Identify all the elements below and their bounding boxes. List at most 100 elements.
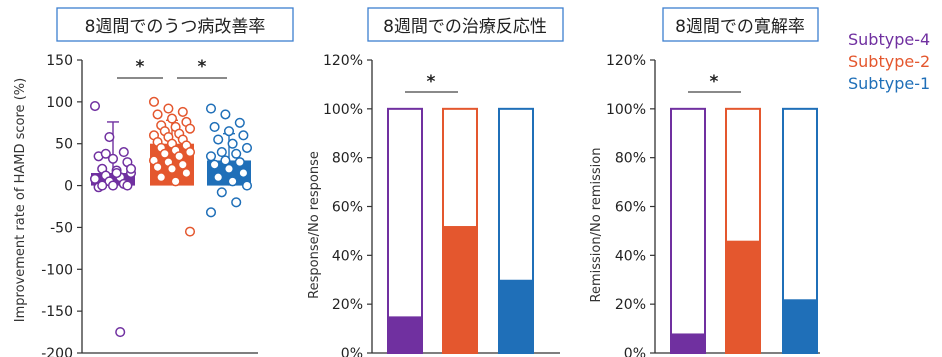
data-point [213,134,224,145]
data-point [231,197,242,208]
data-point [181,167,192,179]
data-point [97,180,108,191]
data-point [238,167,249,179]
y-tick-label: 120% [606,53,646,69]
y-tick-label: 60% [332,200,363,216]
stacked-bars [670,107,818,355]
sig-mark: * [136,57,145,77]
data-point [115,327,126,338]
y-tick-label: 100% [606,102,646,118]
data-point [227,176,238,187]
data-point [216,187,227,198]
y-tick-label: 0% [624,346,646,357]
sig-mark: * [198,57,207,77]
data-point [166,163,178,174]
legend-item-subtype-2: Subtype-2 [848,52,930,71]
sig-mark: * [710,72,719,92]
y-tick-label: 80% [615,151,646,167]
bar-fill [388,316,422,353]
data-point [166,113,178,124]
data-point [234,157,245,168]
data-point [100,148,111,159]
data-point [205,151,217,162]
y-tick-label: 150 [46,53,73,69]
data-point [184,226,196,237]
data-point [177,106,188,117]
data-point [170,176,181,187]
data-point [227,138,238,149]
data-points [89,96,253,338]
y-axis-label: Remission/No remission [589,148,604,303]
bar-fill [499,279,533,353]
y-tick-label: 80% [332,151,363,167]
data-point [220,155,231,166]
data-point [174,151,185,162]
data-point [152,109,163,120]
data-point [152,162,163,173]
data-point [205,103,217,114]
data-point [107,153,119,164]
bar-outline [387,107,423,355]
data-point [184,147,196,158]
data-point [213,172,224,183]
data-point [209,159,220,170]
data-point [125,163,137,174]
data-point [122,180,133,191]
chart-title: 8週間での寛解率 [675,17,805,37]
panel-remission: 8週間での寛解率 Remission/No remission 120% 100%… [589,7,820,357]
y-tick-label: 20% [615,297,646,313]
y-tick-label: -200 [41,346,73,357]
data-point [238,130,249,141]
title-box [56,7,294,42]
bar-fill [443,226,477,353]
y-axis-label: Improvement rate of HAMD score (%) [13,78,28,322]
bar-fill [671,333,705,353]
y-tick-label: 100 [46,95,73,111]
data-point [177,159,188,170]
data-point [89,173,101,184]
y-tick-label: 120% [323,53,363,69]
data-point [234,117,245,128]
stacked-bars [387,107,534,355]
data-point [223,126,235,137]
data-point [148,96,160,107]
significance-markers: * [688,72,741,93]
data-point [156,172,167,183]
chart-title: 8週間でのうつ病改善率 [85,17,266,37]
data-point [163,103,174,114]
y-tick-label: 100% [323,102,363,118]
data-point [241,180,253,191]
panel-response: 8週間での治療反応性 Response/No response 120% 100%… [307,7,564,357]
y-tick-label: 0% [341,346,363,357]
y-tick-label: 40% [615,248,646,264]
data-point [216,147,227,158]
y-tick-label: -150 [41,304,73,320]
data-point [220,109,231,120]
data-point [231,148,242,159]
data-point [159,148,170,159]
significance-markers: * * [117,57,227,79]
data-point [241,142,253,153]
data-point [184,123,196,134]
title-box [367,7,564,42]
y-tick-label: -100 [41,262,73,278]
bar-fill [726,240,760,353]
y-axis-label: Response/No response [307,151,322,299]
data-point [111,167,122,179]
legend-item-subtype-4: Subtype-4 [848,30,930,49]
y-tick-label: 40% [332,248,363,264]
data-point [104,131,115,143]
data-point [89,100,101,112]
y-axis: 120% 100% 80% 60% 40% 20% 0% [323,53,560,357]
significance-markers: * [405,72,458,93]
y-tick-label: 20% [332,297,363,313]
chart-title: 8週間での治療反応性 [383,17,547,37]
data-point [107,180,119,191]
data-point [209,121,220,133]
y-tick-label: 0 [64,179,73,195]
title-box [662,7,819,42]
data-point [205,207,217,218]
data-point [223,163,235,174]
data-point [118,147,129,158]
